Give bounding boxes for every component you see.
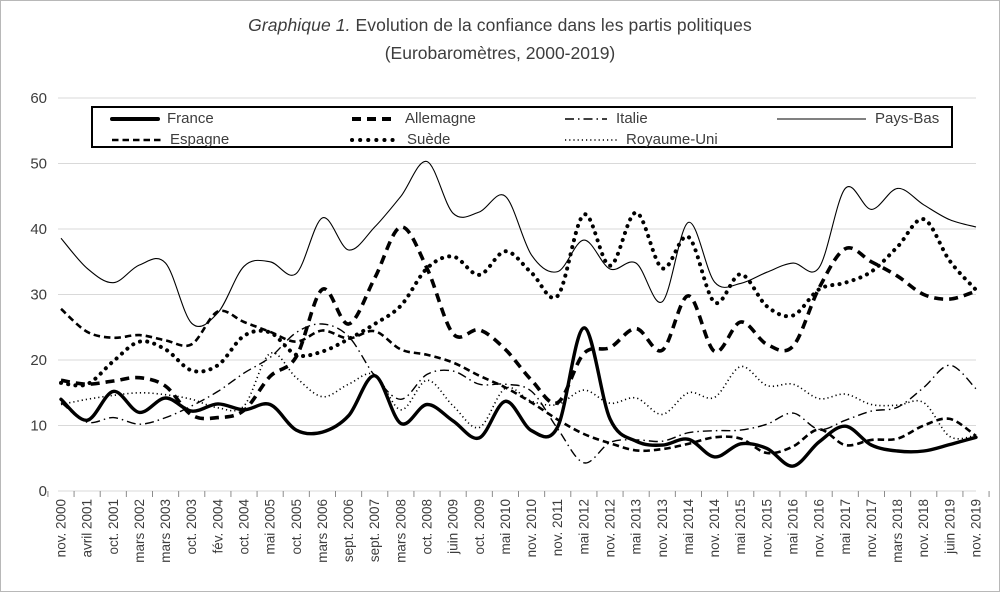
x-tick-label: mai 2013 [629,499,644,555]
legend-line-sample-icon [777,117,866,120]
legend-label: Allemagne [405,110,476,127]
legend-label: Espagne [170,131,230,148]
gridlines [58,97,976,492]
x-tick-label: oct. 2005 [289,499,304,555]
x-tick-label: fév. 2004 [210,499,225,554]
x-tick-label: juin 2019 [942,499,957,555]
x-tick-label: mars 2006 [315,499,330,563]
legend-line-sample-icon [112,138,161,141]
x-tick-label: oct. 2004 [237,499,252,555]
legend-item-royaume-uni: Royaume-Uni [562,129,774,150]
legend-label: Royaume-Uni [626,131,718,148]
x-tick-label: mai 2015 [733,499,748,555]
legend-item-espagne: Espagne [109,129,349,150]
x-tick-label: oct. 2009 [472,499,487,555]
y-tick-label: 40 [30,221,47,238]
chart-title: Graphique 1. Evolution de la confiance d… [1,15,999,36]
x-tick-label: sept. 2006 [341,499,356,562]
series-line-italie [60,323,977,464]
y-axis-labels: 0 10 20 30 40 50 60 [30,90,47,500]
series-line-allemagne [60,225,977,421]
x-tick-label: juin 2009 [446,499,461,555]
legend-item-pays-bas: Pays-Bas [774,108,951,129]
x-tick-label: nov. 2012 [603,499,618,557]
x-tick-label: nov. 2018 [916,499,931,557]
series-line-sude [59,210,978,388]
legend-line-sample-icon [565,138,617,141]
legend-item-sude: Suède [349,129,562,150]
x-tick-label: nov. 2014 [707,499,722,558]
legend-item-allemagne: Allemagne [349,108,562,129]
x-tick-label: oct. 2008 [420,499,435,555]
x-tick-label: nov. 2016 [812,499,827,557]
x-tick-label: mars 2003 [158,499,173,563]
x-tick-label: mai 2005 [263,499,278,555]
y-tick-label: 60 [30,90,47,107]
series-line-pays-bas [60,160,977,328]
legend-label: Suède [407,131,451,148]
legend-label: Pays-Bas [875,110,940,127]
series-line-france [59,326,978,468]
y-tick-label: 0 [39,483,47,500]
y-tick-label: 20 [30,352,47,369]
x-tick-label: nov. 2015 [759,499,774,557]
chart-title-main: Evolution de la confiance dans les parti… [350,15,752,35]
legend-label: France [167,110,214,127]
x-tick-label: mars 2008 [393,499,408,563]
x-tick-label: avril 2001 [80,499,95,558]
x-axis-ticks [47,491,990,497]
x-tick-label: mai 2014 [681,499,696,555]
x-tick-label: mai 2010 [498,499,513,555]
x-tick-label: mai 2012 [576,499,591,555]
x-tick-label: oct. 2003 [184,499,199,555]
legend-line-sample-icon [350,137,400,142]
legend-item-france: France [109,108,349,129]
x-tick-label: nov. 2010 [524,499,539,557]
x-tick-label: nov. 2019 [969,499,984,557]
x-tick-label: mai 2016 [786,499,801,555]
x-tick-label: oct. 2001 [106,499,121,555]
x-tick-label: nov. 2013 [655,499,670,557]
x-tick-label: mars 2002 [132,499,147,563]
y-tick-label: 50 [30,156,47,173]
legend-box: France Allemagne Italie Pays-Bas Espagne Suèd… [91,106,953,148]
x-tick-label: mai 2017 [838,499,853,555]
y-tick-label: 10 [30,418,47,435]
x-tick-label: nov. 2000 [54,499,69,557]
legend-line-sample-icon [565,117,607,120]
legend-label: Italie [616,110,648,127]
legend-line-sample-icon [352,116,396,121]
x-axis-labels: nov. 2000 avril 2001 oct. 2001 mars 2002 mar… [54,499,984,563]
x-tick-label: mars 2018 [890,499,905,563]
x-tick-label: nov. 2017 [864,499,879,557]
chart-title-prefix: Graphique 1. [248,15,351,35]
legend-line-sample-icon [110,116,160,121]
x-tick-label: sept. 2007 [367,499,382,562]
series-line-espagne [60,307,977,455]
chart-subtitle: (Eurobaromètres, 2000-2019) [384,43,616,63]
x-tick-label: nov. 2011 [550,499,565,556]
legend-item-italie: Italie [562,108,774,129]
y-tick-label: 30 [30,287,47,304]
